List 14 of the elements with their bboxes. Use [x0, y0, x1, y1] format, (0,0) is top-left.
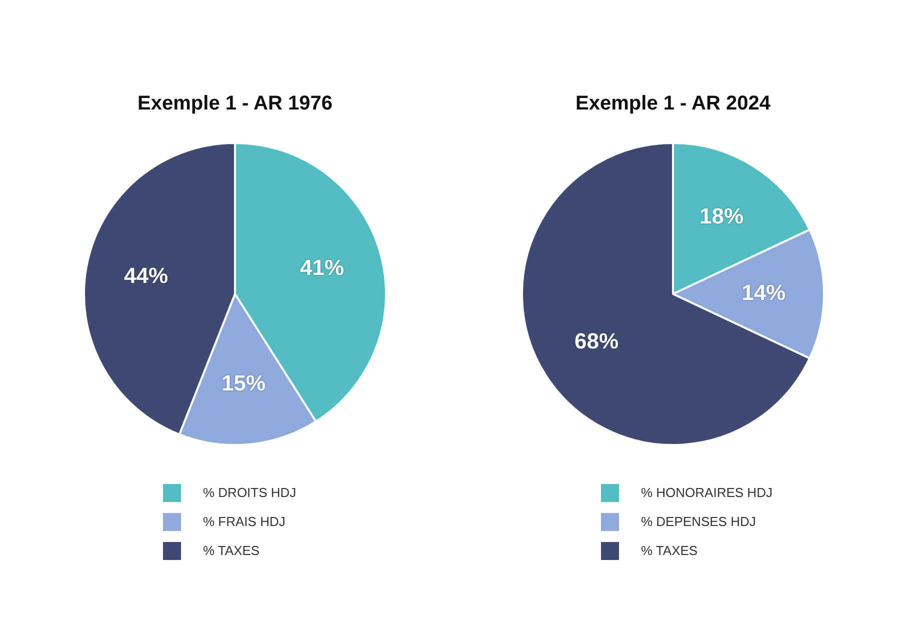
legend-label: % DROITS HDJ	[203, 485, 296, 500]
data-label: 41%	[300, 254, 344, 280]
data-label: 44%	[124, 263, 168, 288]
data-label: 14%	[742, 280, 786, 306]
legend-label: % FRAIS HDJ	[203, 514, 286, 529]
data-label: 68%	[574, 328, 619, 354]
legend-label: % HONORAIRES HDJ	[641, 485, 772, 500]
data-label: 15%	[222, 370, 266, 396]
legend-label: % DEPENSES HDJ	[641, 514, 756, 529]
chart-title: Exemple 1 - AR 2024	[576, 92, 772, 115]
legend-label: % TAXES	[641, 543, 698, 558]
data-label: 18%	[700, 204, 744, 229]
chart-title: Exemple 1 - AR 1976	[138, 92, 332, 115]
legend-label: % TAXES	[203, 543, 260, 558]
